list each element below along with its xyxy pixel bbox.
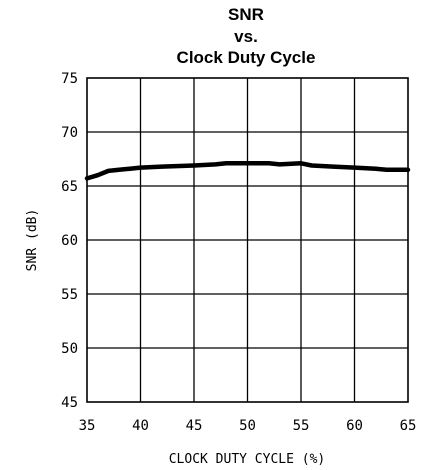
snr-line — [84, 161, 411, 181]
chart-title-line-2: vs. — [234, 27, 258, 46]
chart-title-line-3: Clock Duty Cycle — [177, 48, 316, 67]
x-axis-label: CLOCK DUTY CYCLE (%) — [169, 452, 326, 467]
y-tick-label: 45 — [61, 395, 78, 411]
chart-title-line-1: SNR — [228, 5, 264, 24]
y-tick-labels: 45 50 55 60 65 70 75 — [61, 71, 78, 411]
plot-frame — [86, 77, 409, 403]
y-tick-label: 50 — [61, 341, 78, 357]
x-tick-label: 60 — [346, 418, 363, 434]
x-tick-label: 45 — [186, 418, 203, 434]
x-tick-label: 65 — [400, 418, 417, 434]
y-tick-label: 65 — [61, 179, 78, 195]
x-tick-labels: 35 40 45 50 55 60 65 — [79, 418, 417, 434]
y-tick-label: 75 — [61, 71, 78, 87]
y-axis-label: SNR (dB) — [25, 209, 40, 272]
x-tick-label: 40 — [132, 418, 149, 434]
y-tick-label: 55 — [61, 287, 78, 303]
y-tick-label: 70 — [61, 125, 78, 141]
y-tick-label: 60 — [61, 233, 78, 249]
x-tick-label: 55 — [293, 418, 310, 434]
grid — [87, 78, 408, 402]
x-tick-label: 50 — [239, 418, 256, 434]
x-tick-label: 35 — [79, 418, 96, 434]
